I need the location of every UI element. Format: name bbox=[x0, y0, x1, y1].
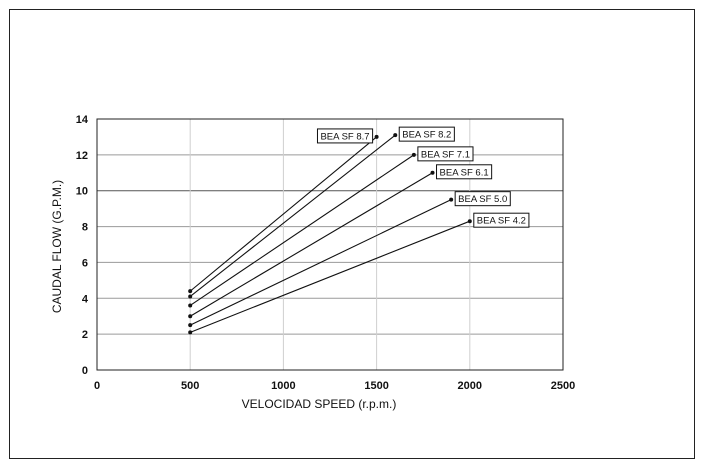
y-tick-label: 0 bbox=[82, 365, 88, 377]
y-tick-label: 6 bbox=[82, 257, 88, 269]
y-tick-label: 4 bbox=[82, 293, 89, 305]
data-point bbox=[411, 152, 416, 157]
series-label-text: BEA SF 5.0 bbox=[458, 194, 507, 205]
chart-frame bbox=[9, 9, 695, 459]
x-tick-label: 2500 bbox=[551, 380, 575, 392]
y-tick-labels: 0 2 4 6 8 10 12 14 bbox=[76, 114, 89, 377]
series-path bbox=[189, 136, 377, 292]
series-label-box bbox=[316, 128, 374, 144]
x-tick-labels: 0 500 1000 1500 2000 2500 bbox=[94, 380, 575, 392]
x-tick-label: 0 bbox=[94, 380, 100, 392]
data-point bbox=[188, 323, 193, 328]
x-tick-label: 2000 bbox=[458, 380, 482, 392]
series-label-box bbox=[454, 191, 511, 207]
series-label-text: BEA SF 6.1 bbox=[440, 167, 489, 178]
series-label: BEA SF 7.1 bbox=[417, 146, 474, 162]
grid bbox=[97, 119, 563, 370]
series-label: BEA SF 8.7 bbox=[316, 128, 374, 144]
series-line: BEA SF 6.1 bbox=[188, 164, 493, 319]
data-point bbox=[188, 314, 193, 319]
x-tick-label: 500 bbox=[181, 380, 199, 392]
series-label-box bbox=[417, 146, 474, 162]
series-path bbox=[189, 134, 396, 297]
series-label: BEA SF 6.1 bbox=[436, 164, 493, 180]
series-path bbox=[189, 172, 433, 317]
series-label-text: BEA SF 4.2 bbox=[477, 216, 526, 227]
y-axis-label: CAUDAL FLOW (G.P.M.) bbox=[50, 180, 64, 313]
data-point bbox=[188, 330, 193, 335]
series-label: BEA SF 4.2 bbox=[473, 212, 530, 228]
data-point bbox=[449, 197, 454, 202]
y-tick-label: 10 bbox=[76, 186, 88, 198]
data-point bbox=[374, 134, 379, 139]
data-point bbox=[467, 219, 472, 224]
series-path bbox=[189, 220, 471, 333]
series-line: BEA SF 8.2 bbox=[188, 126, 455, 299]
plot-area bbox=[96, 118, 564, 371]
x-axis-label: VELOCIDAD SPEED (r.p.m.) bbox=[242, 397, 397, 411]
series-line: BEA SF 7.1 bbox=[188, 146, 474, 308]
series-label-text: BEA SF 8.2 bbox=[402, 130, 451, 141]
data-point bbox=[188, 294, 193, 299]
series-label-box bbox=[473, 212, 530, 228]
data-point bbox=[188, 303, 193, 308]
series-label-box bbox=[436, 164, 493, 180]
data-point bbox=[393, 133, 398, 138]
y-tick-label: 12 bbox=[76, 150, 88, 162]
series-label: BEA SF 5.0 bbox=[454, 191, 511, 207]
series-group: BEA SF 8.7 BEA SF 8.2 BEA SF 7.1 BEA SF 6.1… bbox=[188, 126, 530, 335]
series-label-box bbox=[398, 126, 455, 142]
series-path bbox=[189, 154, 415, 306]
series-line: BEA SF 5.0 bbox=[188, 191, 511, 328]
series-label-text: BEA SF 8.7 bbox=[320, 131, 369, 142]
series-label-text: BEA SF 7.1 bbox=[421, 149, 470, 160]
x-tick-label: 1000 bbox=[271, 380, 295, 392]
y-tick-label: 14 bbox=[76, 114, 89, 126]
x-tick-label: 1500 bbox=[364, 380, 388, 392]
series-label: BEA SF 8.2 bbox=[398, 126, 455, 142]
series-line: BEA SF 4.2 bbox=[188, 212, 530, 335]
y-tick-label: 2 bbox=[82, 329, 88, 341]
series-line: BEA SF 8.7 bbox=[188, 128, 379, 294]
data-point bbox=[430, 170, 435, 175]
data-point bbox=[188, 289, 193, 294]
y-tick-label: 8 bbox=[82, 222, 88, 234]
series-path bbox=[189, 199, 452, 326]
